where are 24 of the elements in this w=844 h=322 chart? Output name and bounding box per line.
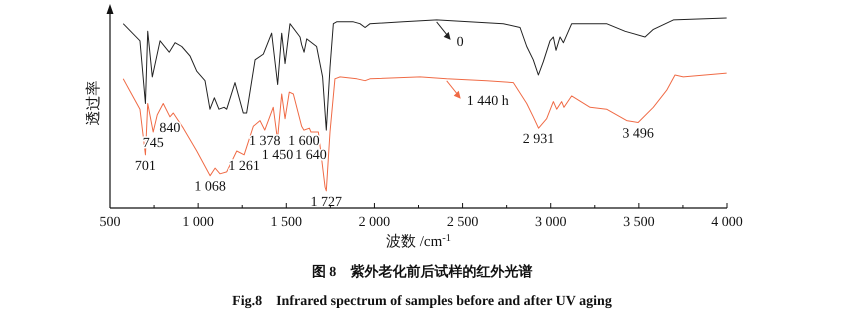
annotation: 1 378 [249,134,281,150]
x-axis-title: 波数 /cm$^{-1}$ [386,232,451,250]
text: 图 8 紫外老化前后试样的红外光谱 [312,263,532,280]
text: Fig.8 Infrared spectrum of samples before and after UV aging [232,294,612,309]
annotation: 1 450 [262,148,294,164]
y-axis-title: 透过率 [85,80,102,126]
legend-label: 0 [456,34,464,50]
annotation: 1 600 [288,134,320,150]
x-tick-label: 1 000 [182,215,214,230]
annotation: 701 [134,158,156,174]
annotation: 3 496 [622,126,654,142]
annotation: 840 [159,120,180,136]
x-tick-label: 4 000 [711,215,743,230]
x-tick-label: 3 500 [623,215,655,230]
annotation: 1 261 [228,158,260,174]
x-tick-label: 1 500 [270,215,302,230]
x-tick-label: 2 000 [358,215,390,230]
annotation: 2 931 [522,132,554,148]
x-tick-label: 500 [100,215,120,230]
legend-label: 1 440 h [466,94,509,109]
annotation: 1 068 [194,180,226,195]
x-tick-label: 3 000 [534,215,566,230]
annotation: 1 727 [310,194,342,210]
x-tick-label: 2 500 [446,215,478,230]
